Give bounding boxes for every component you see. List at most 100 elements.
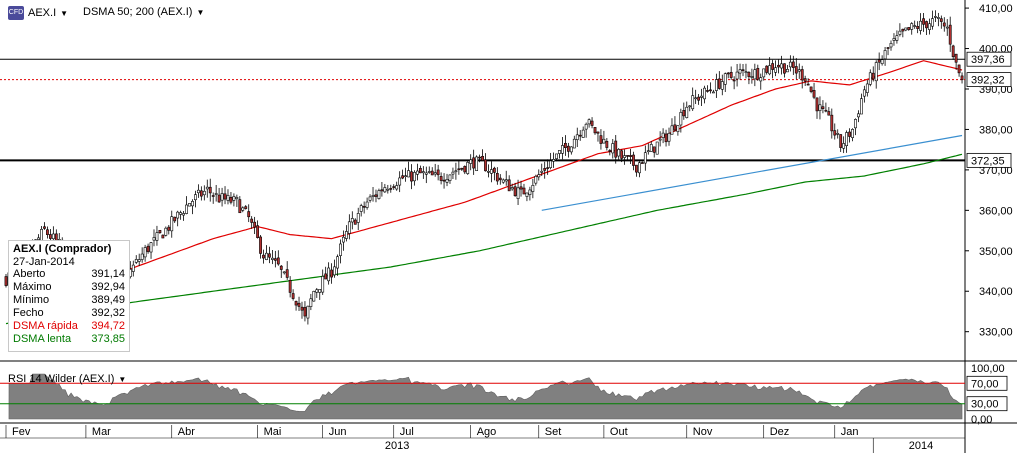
candle-body — [48, 234, 52, 239]
candle-body — [448, 174, 452, 181]
rsi-selector[interactable]: RSI 14 Wilder (AEX.I) ▼ — [8, 373, 126, 385]
legend-title: AEX.I (Comprador) — [13, 243, 112, 255]
candle-body — [569, 146, 573, 153]
candle-body — [691, 95, 695, 110]
candle-body — [519, 186, 523, 190]
symbol-selector[interactable]: CFD AEX.I ▼ — [8, 6, 68, 20]
candle-body — [433, 172, 437, 175]
candle-body — [907, 27, 911, 30]
candle-body — [386, 188, 390, 191]
month-label: Fev — [12, 426, 31, 438]
candle-body — [931, 18, 934, 27]
candle-body — [404, 175, 407, 177]
candle-body — [842, 143, 846, 149]
candle-body — [241, 207, 245, 211]
candle-body — [546, 167, 550, 169]
candle-body — [460, 167, 464, 170]
candle-body — [709, 89, 712, 92]
chevron-down-icon[interactable]: ▼ — [60, 8, 69, 18]
candle-body — [265, 252, 268, 260]
candle-body — [173, 216, 177, 222]
legend-row: Máximo 392,94 — [13, 281, 125, 294]
candle-body — [928, 23, 931, 30]
candle-body — [303, 307, 307, 317]
candle-body — [377, 190, 381, 199]
candle-body — [4, 276, 8, 286]
candle-body — [673, 124, 677, 131]
candle-body — [747, 72, 751, 77]
candle-body — [214, 193, 218, 195]
candle-body — [824, 109, 828, 112]
indicator-label: DSMA 50; 200 (AEX.I) — [83, 6, 193, 18]
candle-body — [543, 168, 547, 171]
candle-body — [948, 24, 952, 45]
month-label: Jun — [329, 426, 347, 438]
candle-body — [626, 155, 629, 157]
candle-body — [865, 83, 869, 93]
candle-body — [726, 72, 730, 75]
candle-body — [315, 289, 319, 293]
candle-body — [134, 259, 138, 263]
candle-body — [185, 204, 188, 214]
legend-row-label: Fecho — [13, 306, 44, 319]
candle-body — [638, 162, 641, 174]
candle-body — [324, 273, 328, 280]
candle-body — [155, 232, 159, 241]
candle-body — [164, 227, 168, 236]
candle-body — [430, 170, 434, 176]
candle-body — [158, 229, 162, 234]
rsi-tick-label: 30,00 — [971, 399, 999, 411]
price-label: 372,35 — [971, 155, 1005, 167]
candle-body — [889, 43, 893, 48]
candle-body — [232, 196, 236, 201]
legend-row-label: Aberto — [13, 268, 46, 280]
candle-body — [857, 113, 860, 118]
candle-body — [833, 130, 837, 136]
chevron-down-icon[interactable]: ▼ — [196, 7, 205, 17]
chevron-down-icon[interactable]: ▼ — [118, 374, 127, 384]
month-label: Mar — [92, 426, 111, 438]
candle-body — [194, 194, 197, 201]
candle-body — [454, 170, 458, 173]
candle-body — [738, 69, 742, 74]
candle-body — [925, 21, 928, 29]
candle-body — [253, 221, 257, 228]
slow-ma-line — [5, 153, 963, 325]
indicator-selector[interactable]: DSMA 50; 200 (AEX.I) ▼ — [83, 6, 204, 18]
candle-body — [176, 211, 180, 219]
candle-body — [140, 253, 144, 260]
legend-row-label: DSMA rápida — [13, 319, 78, 332]
candle-body — [285, 269, 289, 278]
candle-body — [605, 140, 609, 148]
month-label: Mai — [264, 426, 282, 438]
candle-body — [235, 197, 239, 200]
candle-body — [848, 131, 851, 137]
candle-body — [910, 23, 914, 30]
rsi-label-box — [966, 396, 1008, 412]
candle-body — [549, 160, 553, 168]
candle-body — [578, 134, 582, 137]
month-label: Abr — [178, 426, 195, 438]
candle-body — [827, 111, 831, 116]
candle-body — [291, 293, 295, 299]
candle-body — [714, 79, 718, 91]
candle-body — [700, 95, 703, 98]
candle-body — [146, 245, 150, 252]
fast-ma-line — [88, 60, 963, 272]
candle-body — [590, 120, 594, 126]
data-legend: AEX.I (Comprador) 27-Jan-2014 Aberto 391,… — [8, 240, 130, 352]
price-label: 392,32 — [971, 75, 1005, 87]
candle-body — [327, 267, 331, 282]
candle-body — [703, 87, 706, 100]
candle-body — [670, 125, 674, 135]
candle-body — [640, 162, 644, 164]
candle-body — [297, 302, 301, 307]
candle-body — [783, 63, 786, 74]
legend-row: DSMA lenta 373,85 — [13, 333, 125, 346]
rsi-area — [8, 373, 963, 420]
candle-body — [368, 196, 372, 201]
candle-body — [463, 166, 467, 173]
